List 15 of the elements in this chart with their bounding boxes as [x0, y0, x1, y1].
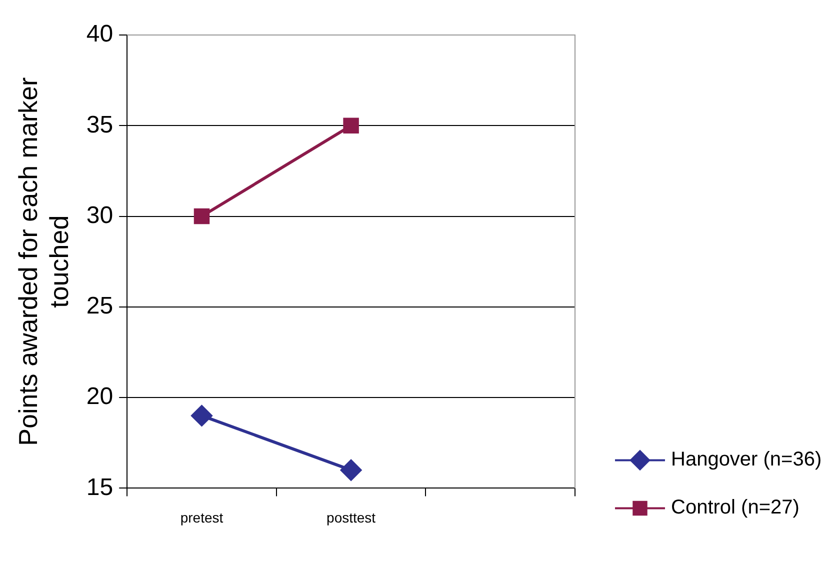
y-tick-label: 15 [86, 474, 114, 501]
y-tick-label: 40 [86, 20, 114, 48]
x-tick-label: pretest [180, 509, 224, 526]
legend-label: Hangover (n=36) [671, 448, 822, 471]
point [340, 460, 362, 481]
x-tick-label: posttest [326, 509, 376, 526]
y-tick-label: 20 [86, 383, 114, 410]
y-tick-label: 30 [86, 202, 114, 229]
y-tick-label: 25 [86, 292, 114, 320]
point [194, 208, 210, 224]
legend-label: Control (n=27) [671, 496, 800, 519]
y-tick-label: 35 [86, 111, 114, 138]
y-axis-title: Points awarded for each marker touched [12, 77, 74, 446]
point [191, 405, 212, 426]
point [343, 118, 359, 134]
